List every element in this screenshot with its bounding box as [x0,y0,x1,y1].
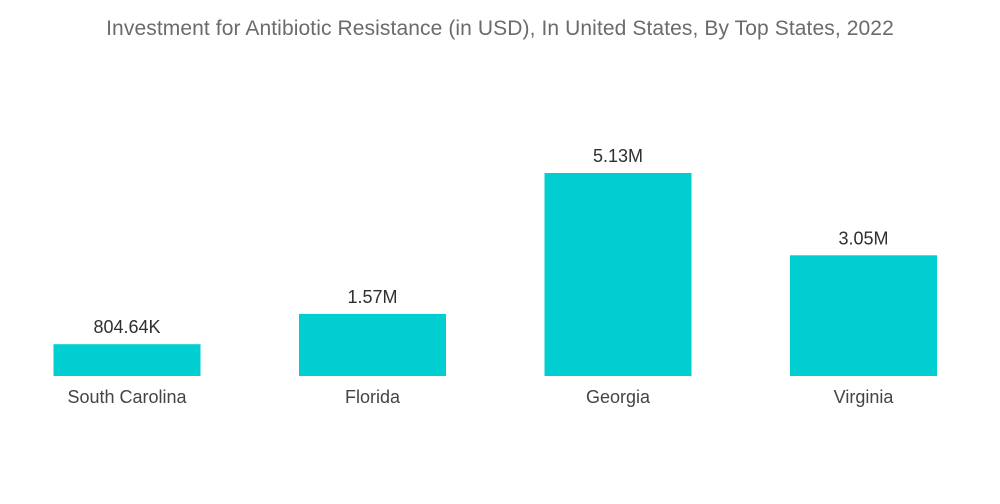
chart-title: Investment for Antibiotic Resistance (in… [106,17,894,40]
category-label: Virginia [834,387,895,407]
category-label: Georgia [586,387,651,407]
data-label: 804.64K [93,317,160,337]
category-label: South Carolina [67,387,187,407]
category-label: Florida [345,387,401,407]
bar-south-carolina [53,344,201,376]
bar-georgia [544,173,692,376]
bar-virginia [790,255,937,376]
data-label: 3.05M [838,228,888,248]
bar-florida [299,313,446,376]
data-label: 5.13M [593,146,643,166]
data-label: 1.57M [347,287,397,307]
